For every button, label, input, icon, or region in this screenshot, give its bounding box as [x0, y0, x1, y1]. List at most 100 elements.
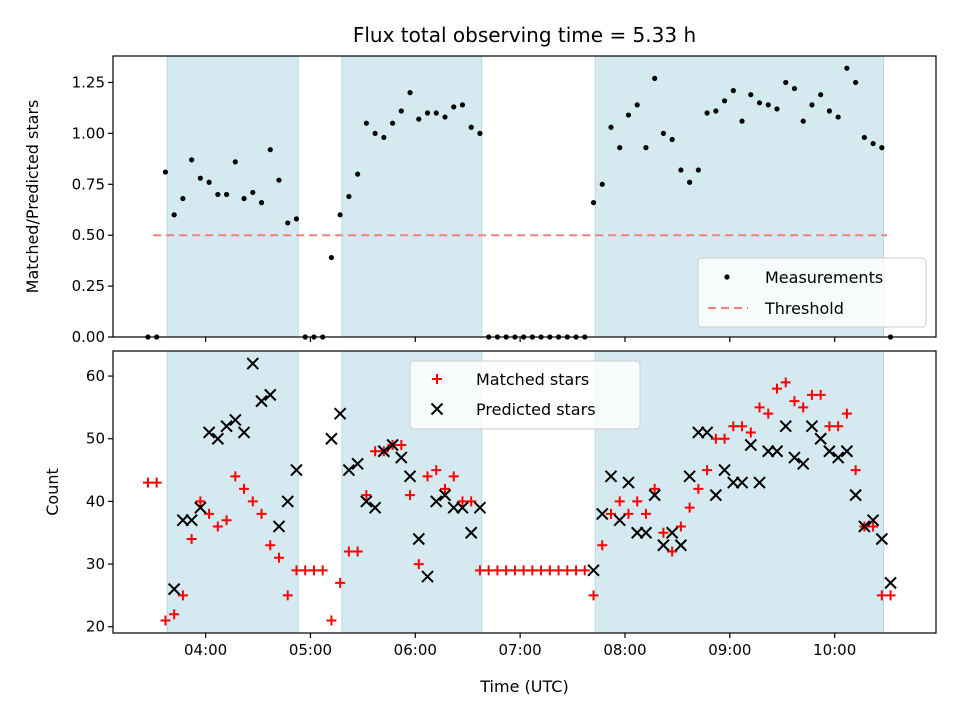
measurement-point [363, 120, 369, 126]
measurement-point [215, 191, 221, 198]
measurement-point [826, 108, 833, 114]
matched-star-point [693, 483, 704, 494]
predicted-star-point [823, 445, 836, 458]
predicted-star-point [840, 445, 854, 458]
bottom-x-ticks: 04:00 05:00 06:00 07:00 08:00 09:00 10:00 [184, 633, 856, 659]
chart-title: Flux total observing time = 5.33 h [353, 23, 696, 47]
matched-star-point [710, 433, 721, 444]
matched-star-point [431, 465, 442, 476]
predicted-star-point [858, 520, 871, 533]
predicted-star-point [718, 463, 731, 477]
matched-star-point [850, 465, 861, 476]
predicted-star-point [613, 513, 626, 527]
measurement-point [599, 181, 605, 187]
measurement-point [355, 171, 361, 177]
matched-star-point [815, 389, 826, 400]
measurement-point [756, 100, 763, 106]
legend-label-matched: Matched stars [476, 370, 589, 389]
predicted-star-point [587, 564, 600, 577]
predicted-star-point [464, 526, 478, 539]
measurement-point [617, 145, 623, 151]
legend-marker-measurements [724, 274, 730, 280]
matched-star-point [527, 565, 538, 576]
measurement-point [293, 216, 300, 222]
measurement-point [774, 106, 780, 112]
measurement-point [477, 130, 483, 136]
matched-star-point [466, 496, 477, 507]
matched-star-point [588, 590, 599, 601]
predicted-star-point [281, 495, 294, 508]
predicted-star-point [342, 463, 356, 477]
top-x-ticks [205, 337, 836, 342]
predicted-star-point [596, 507, 609, 521]
measurement-point [180, 195, 186, 202]
predicted-star-point [220, 419, 233, 433]
matched-star-point [632, 496, 643, 507]
predicted-star-point [167, 582, 181, 596]
measurement-point [652, 75, 658, 81]
measurement-point [608, 124, 614, 130]
matched-star-point [571, 565, 582, 576]
predicted-star-point [665, 526, 679, 539]
bottom-star-count-points [142, 357, 897, 626]
measurement-point [189, 157, 195, 163]
measurement-point [660, 130, 667, 136]
x-tick-label: 05:00 [289, 641, 332, 659]
predicted-star-point [412, 532, 425, 546]
matched-star-point [317, 565, 328, 576]
measurement-point [818, 92, 824, 98]
matched-star-point [151, 477, 162, 488]
y-tick-label: 30 [86, 555, 105, 573]
measurement-point [669, 136, 675, 143]
matched-star-point [771, 383, 782, 394]
matched-star-point [640, 508, 651, 519]
predicted-star-point [421, 570, 434, 583]
matched-star-point [343, 546, 354, 557]
matched-star-point [675, 521, 686, 532]
measurement-point [791, 85, 798, 92]
matched-star-point [684, 502, 695, 513]
predicted-star-point [796, 457, 810, 471]
matched-star-point [702, 465, 713, 476]
predicted-star-point [866, 513, 880, 527]
measurement-point [381, 134, 387, 141]
predicted-star-point [884, 576, 897, 590]
measurement-point [328, 254, 335, 261]
matched-star-point [841, 408, 852, 419]
matched-star-point [719, 433, 730, 444]
predicted-star-point [639, 526, 653, 539]
top-y-axis-label: Matched/Predicted stars [23, 100, 42, 294]
predicted-star-point [831, 451, 845, 464]
matched-star-point [195, 496, 206, 507]
matched-star-point [352, 546, 363, 557]
predicted-star-point [788, 451, 801, 464]
measurement-point [590, 200, 597, 206]
matched-star-point [160, 615, 171, 626]
measurement-point [643, 145, 649, 151]
measurement-point [730, 88, 736, 94]
measurement-point [739, 118, 745, 124]
matched-star-point [649, 483, 660, 494]
measurement-point [695, 167, 701, 173]
matched-star-point [370, 446, 381, 457]
matched-star-point [509, 565, 520, 576]
predicted-star-point [648, 488, 661, 502]
y-tick-label: 0.50 [72, 226, 105, 244]
measurement-point [678, 167, 684, 173]
y-tick-label: 50 [86, 430, 105, 448]
predicted-star-point [403, 470, 417, 483]
observing-interval [166, 55, 299, 338]
measurement-point [407, 90, 413, 96]
measurement-point [241, 195, 247, 202]
matched-star-point [745, 427, 756, 438]
matched-star-point [448, 471, 459, 482]
matched-star-point [177, 590, 188, 601]
matched-star-point [483, 565, 494, 576]
measurement-point [713, 108, 719, 114]
predicted-star-point [753, 476, 766, 489]
matched-star-point [728, 421, 739, 432]
predicted-star-point [849, 488, 862, 502]
matched-star-point [169, 609, 180, 620]
x-tick-label: 10:00 [813, 641, 856, 659]
predicted-star-point [290, 463, 303, 477]
